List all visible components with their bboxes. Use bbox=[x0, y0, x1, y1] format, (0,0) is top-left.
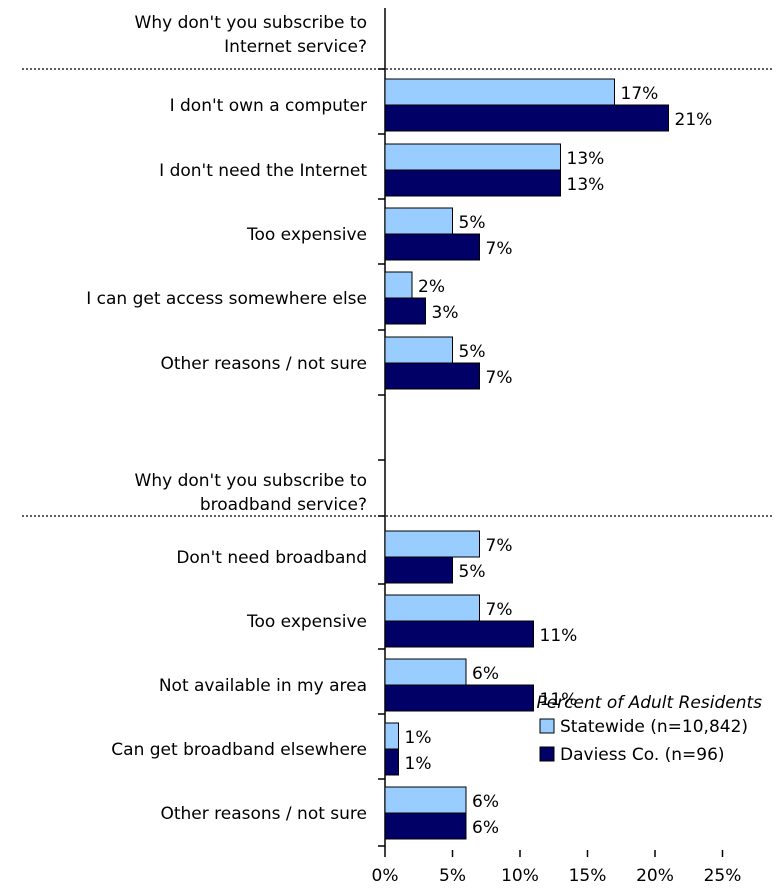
data-label-statewide: 5% bbox=[459, 213, 486, 233]
data-label-statewide: 17% bbox=[621, 84, 659, 104]
bar-statewide bbox=[384, 336, 453, 364]
data-label-daviess: 6% bbox=[472, 818, 499, 838]
data-label-statewide: 7% bbox=[486, 600, 513, 620]
bar-daviess bbox=[384, 104, 669, 132]
section-1-header-line-1: Why don't you subscribe to bbox=[135, 13, 367, 33]
category-label: Too expensive bbox=[246, 225, 367, 245]
data-label-statewide: 13% bbox=[567, 149, 605, 169]
data-label-statewide: 6% bbox=[472, 664, 499, 684]
category-label: Don't need broadband bbox=[176, 548, 367, 568]
data-label-daviess: 13% bbox=[567, 175, 605, 195]
category-label: I don't own a computer bbox=[170, 96, 367, 116]
data-label-daviess: 11% bbox=[540, 690, 578, 710]
bar-daviess bbox=[384, 169, 561, 197]
legend-title: Percent of Adult Residents bbox=[536, 693, 762, 713]
bar-daviess bbox=[384, 748, 399, 776]
data-label-daviess: 21% bbox=[675, 110, 713, 130]
bar-statewide bbox=[384, 143, 561, 171]
bar-statewide bbox=[384, 271, 413, 299]
data-label-daviess: 7% bbox=[486, 239, 513, 259]
category-label: Not available in my area bbox=[159, 676, 367, 696]
x-tick-label: 25% bbox=[704, 866, 742, 886]
category-label: I don't need the Internet bbox=[159, 161, 367, 181]
x-tick-label: 15% bbox=[569, 866, 607, 886]
bar-statewide bbox=[384, 594, 480, 622]
bar-daviess bbox=[384, 620, 534, 648]
bar-daviess bbox=[384, 684, 534, 712]
data-label-statewide: 6% bbox=[472, 792, 499, 812]
data-label-statewide: 1% bbox=[405, 728, 432, 748]
category-label: I can get access somewhere else bbox=[86, 289, 367, 309]
x-tick-label: 5% bbox=[439, 866, 466, 886]
data-label-daviess: 5% bbox=[459, 562, 486, 582]
legend-swatch-daviess bbox=[539, 746, 555, 762]
category-label: Other reasons / not sure bbox=[160, 354, 367, 374]
bar-statewide bbox=[384, 658, 467, 686]
legend-label-daviess: Daviess Co. (n=96) bbox=[560, 745, 725, 765]
bar-statewide bbox=[384, 530, 480, 558]
category-label: Can get broadband elsewhere bbox=[111, 740, 367, 760]
bar-daviess bbox=[384, 297, 426, 325]
x-tick-label: 20% bbox=[636, 866, 674, 886]
x-tick-label: 0% bbox=[372, 866, 399, 886]
data-label-daviess: 11% bbox=[540, 626, 578, 646]
x-tick-label: 10% bbox=[501, 866, 539, 886]
category-label: Other reasons / not sure bbox=[160, 804, 367, 824]
legend-swatch-statewide bbox=[539, 718, 555, 734]
data-label-statewide: 2% bbox=[418, 277, 445, 297]
data-label-daviess: 3% bbox=[432, 303, 459, 323]
bar-statewide bbox=[384, 78, 615, 106]
category-label: Too expensive bbox=[246, 612, 367, 632]
section-2-header-line-1: Why don't you subscribe to bbox=[135, 471, 367, 491]
bar-daviess bbox=[384, 556, 453, 584]
section-2-header-line-2: broadband service? bbox=[200, 495, 367, 515]
data-label-statewide: 5% bbox=[459, 342, 486, 362]
data-label-daviess: 7% bbox=[486, 368, 513, 388]
bar-daviess bbox=[384, 233, 480, 261]
data-label-statewide: 7% bbox=[486, 536, 513, 556]
legend-label-statewide: Statewide (n=10,842) bbox=[560, 717, 748, 737]
bar-statewide bbox=[384, 722, 399, 750]
bar-statewide bbox=[384, 786, 467, 814]
bar-statewide bbox=[384, 207, 453, 235]
data-label-daviess: 1% bbox=[405, 754, 432, 774]
bar-daviess bbox=[384, 362, 480, 390]
bar-daviess bbox=[384, 812, 467, 840]
section-1-header-line-2: Internet service? bbox=[224, 37, 367, 57]
